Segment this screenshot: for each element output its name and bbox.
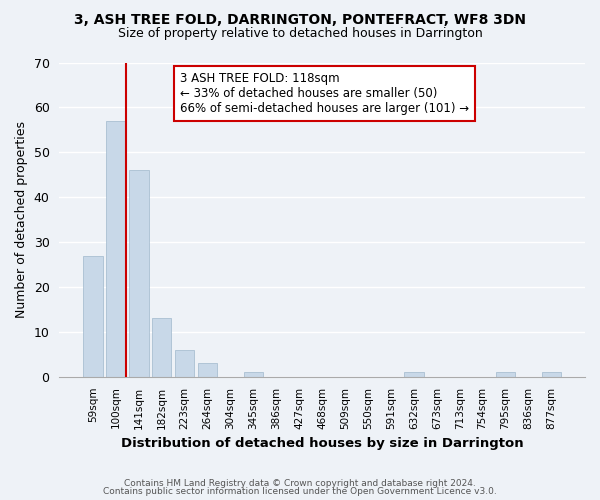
- Bar: [129, 170, 149, 377]
- Text: Contains HM Land Registry data © Crown copyright and database right 2024.: Contains HM Land Registry data © Crown c…: [124, 478, 476, 488]
- Bar: [198, 364, 217, 377]
- X-axis label: Distribution of detached houses by size in Darrington: Distribution of detached houses by size …: [121, 437, 523, 450]
- Bar: [404, 372, 424, 377]
- Text: 3, ASH TREE FOLD, DARRINGTON, PONTEFRACT, WF8 3DN: 3, ASH TREE FOLD, DARRINGTON, PONTEFRACT…: [74, 12, 526, 26]
- Text: 3 ASH TREE FOLD: 118sqm
← 33% of detached houses are smaller (50)
66% of semi-de: 3 ASH TREE FOLD: 118sqm ← 33% of detache…: [180, 72, 469, 115]
- Bar: [542, 372, 561, 377]
- Y-axis label: Number of detached properties: Number of detached properties: [15, 121, 28, 318]
- Bar: [244, 372, 263, 377]
- Bar: [106, 121, 125, 377]
- Bar: [152, 318, 172, 377]
- Bar: [496, 372, 515, 377]
- Bar: [175, 350, 194, 377]
- Text: Contains public sector information licensed under the Open Government Licence v3: Contains public sector information licen…: [103, 487, 497, 496]
- Bar: [83, 256, 103, 377]
- Text: Size of property relative to detached houses in Darrington: Size of property relative to detached ho…: [118, 28, 482, 40]
